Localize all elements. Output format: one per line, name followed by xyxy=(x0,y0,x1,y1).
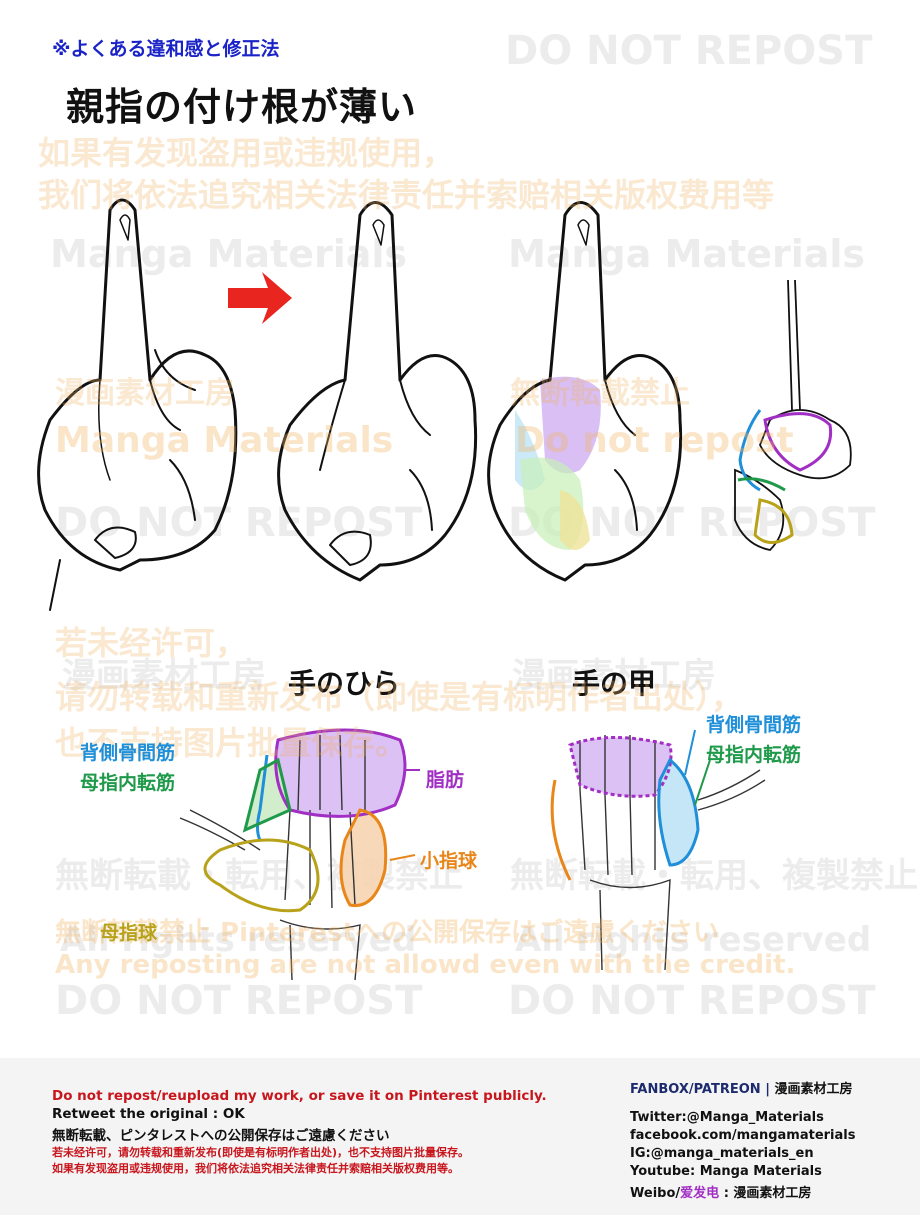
weibo-line[interactable]: Weibo/爱发电 : 漫画素材工房 xyxy=(630,1182,811,1201)
footer-fanbox-line: FANBOX/PATREON | 漫画素材工房 xyxy=(630,1078,853,1097)
watermark-jp-pinterest: 無断転載禁止 Pinterestへの公開保存はご遠慮ください xyxy=(55,918,719,948)
hand-sketch-colored xyxy=(487,201,683,582)
hand-skeleton-sketch xyxy=(734,279,852,551)
watermark-studio: 漫画素材工房 xyxy=(512,656,716,696)
back-skeleton xyxy=(550,729,766,971)
palm-skeleton xyxy=(179,728,420,981)
label-adductor-pollicis-back: 母指内転筋 xyxy=(706,744,802,766)
watermark-studio-orange: 漫画素材工房 xyxy=(55,376,235,411)
footer-notice-cn-1: 若未经许可，请勿转载和重新发布(即使是有标明作者出处)，也不支持图片批量保存。 xyxy=(52,1146,470,1159)
watermark-manga-materials: Manga Materials xyxy=(508,232,866,276)
label-dorsal-interossei-palm: 背側骨間筋 xyxy=(80,742,176,764)
red-arrow-icon xyxy=(228,272,292,324)
watermark-do-not-repost-orange: Do not repost xyxy=(515,420,794,461)
separator: | xyxy=(765,1082,770,1097)
footer-retweet-ok: Retweet the original : OK xyxy=(52,1106,245,1122)
page-title: 親指の付け根が薄い xyxy=(66,84,418,129)
footer-notice-cn-2: 如果有发现盗用或违规使用，我们将依法追究相关法律责任并索赔相关版权费用等。 xyxy=(52,1162,459,1175)
twitter-link[interactable]: Twitter:@Manga_Materials xyxy=(630,1110,824,1125)
watermark-manga-orange: Manga Materials xyxy=(55,420,394,461)
watermark-no-reprint: 無断転載・転用、複製禁止 xyxy=(55,856,463,896)
watermark-do-not-repost: DO NOT REPOST xyxy=(505,28,873,74)
back-section-title: 手の甲 xyxy=(572,667,657,700)
watermark-cn-warning-1: 如果有发现盗用或违规使用， xyxy=(38,134,455,172)
youtube-link[interactable]: Youtube: Manga Materials xyxy=(630,1164,822,1179)
watermark-all-rights: All rights reserved xyxy=(515,920,872,960)
watermark-cn-warning-3: 若未经许可， xyxy=(55,624,248,662)
palm-section-title: 手のひら xyxy=(288,667,401,700)
footer-notice-jp: 無断転載、ピンタレストへの公開保存はご遠慮ください xyxy=(52,1128,390,1144)
instagram-link[interactable]: IG:@manga_materials_en xyxy=(630,1146,814,1161)
footer-notice-en: Do not repost/reupload my work, or save … xyxy=(52,1088,547,1104)
watermark-cn-warning-2: 我们将依法追究相关法律责任并索赔相关版权费用等 xyxy=(38,176,775,214)
label-thenar: 母指球 xyxy=(100,922,158,944)
label-hypothenar: 小指球 xyxy=(420,850,478,872)
watermark-en-repost: Any reposting are not allowd even with t… xyxy=(55,950,796,980)
watermark-cn-warning-4: 请勿转载和重新发布（即使是有标明作者出处）， xyxy=(55,678,744,716)
studio-name: 漫画素材工房 xyxy=(774,1082,853,1097)
hand-sketch-before xyxy=(37,198,238,611)
watermark-studio: 漫画素材工房 xyxy=(62,656,266,696)
footer: Do not repost/reupload my work, or save … xyxy=(0,1058,920,1215)
watermark-do-not-repost: DO NOT REPOST xyxy=(508,978,876,1024)
watermark-do-not-repost: DO NOT REPOST xyxy=(55,500,423,546)
subtitle: ※よくある違和感と修正法 xyxy=(52,38,280,60)
label-adductor-pollicis-palm: 母指内転筋 xyxy=(80,772,176,794)
label-dorsal-interossei-back: 背側骨間筋 xyxy=(706,714,802,736)
watermark-no-reprint-orange: 無断転載禁止 xyxy=(510,376,690,411)
weibo-prefix: Weibo/ xyxy=(630,1186,681,1201)
weibo-suffix: : 漫画素材工房 xyxy=(723,1186,812,1201)
facebook-link[interactable]: facebook.com/mangamaterials xyxy=(630,1128,856,1143)
hand-illustrations xyxy=(37,198,852,611)
watermark-do-not-repost: DO NOT REPOST xyxy=(55,978,423,1024)
skeleton-diagrams xyxy=(179,728,766,981)
watermark-cn-warning-5: 也不支持图片批量保存。 xyxy=(55,724,408,762)
hand-sketch-after xyxy=(277,201,478,582)
watermark-no-reprint: 無断転載・転用、複製禁止 xyxy=(510,856,918,896)
label-fat-pad: 脂肪 xyxy=(426,769,465,791)
weibo-highlight: 爱发电 xyxy=(680,1186,720,1201)
fanbox-link[interactable]: FANBOX/PATREON xyxy=(630,1082,761,1097)
